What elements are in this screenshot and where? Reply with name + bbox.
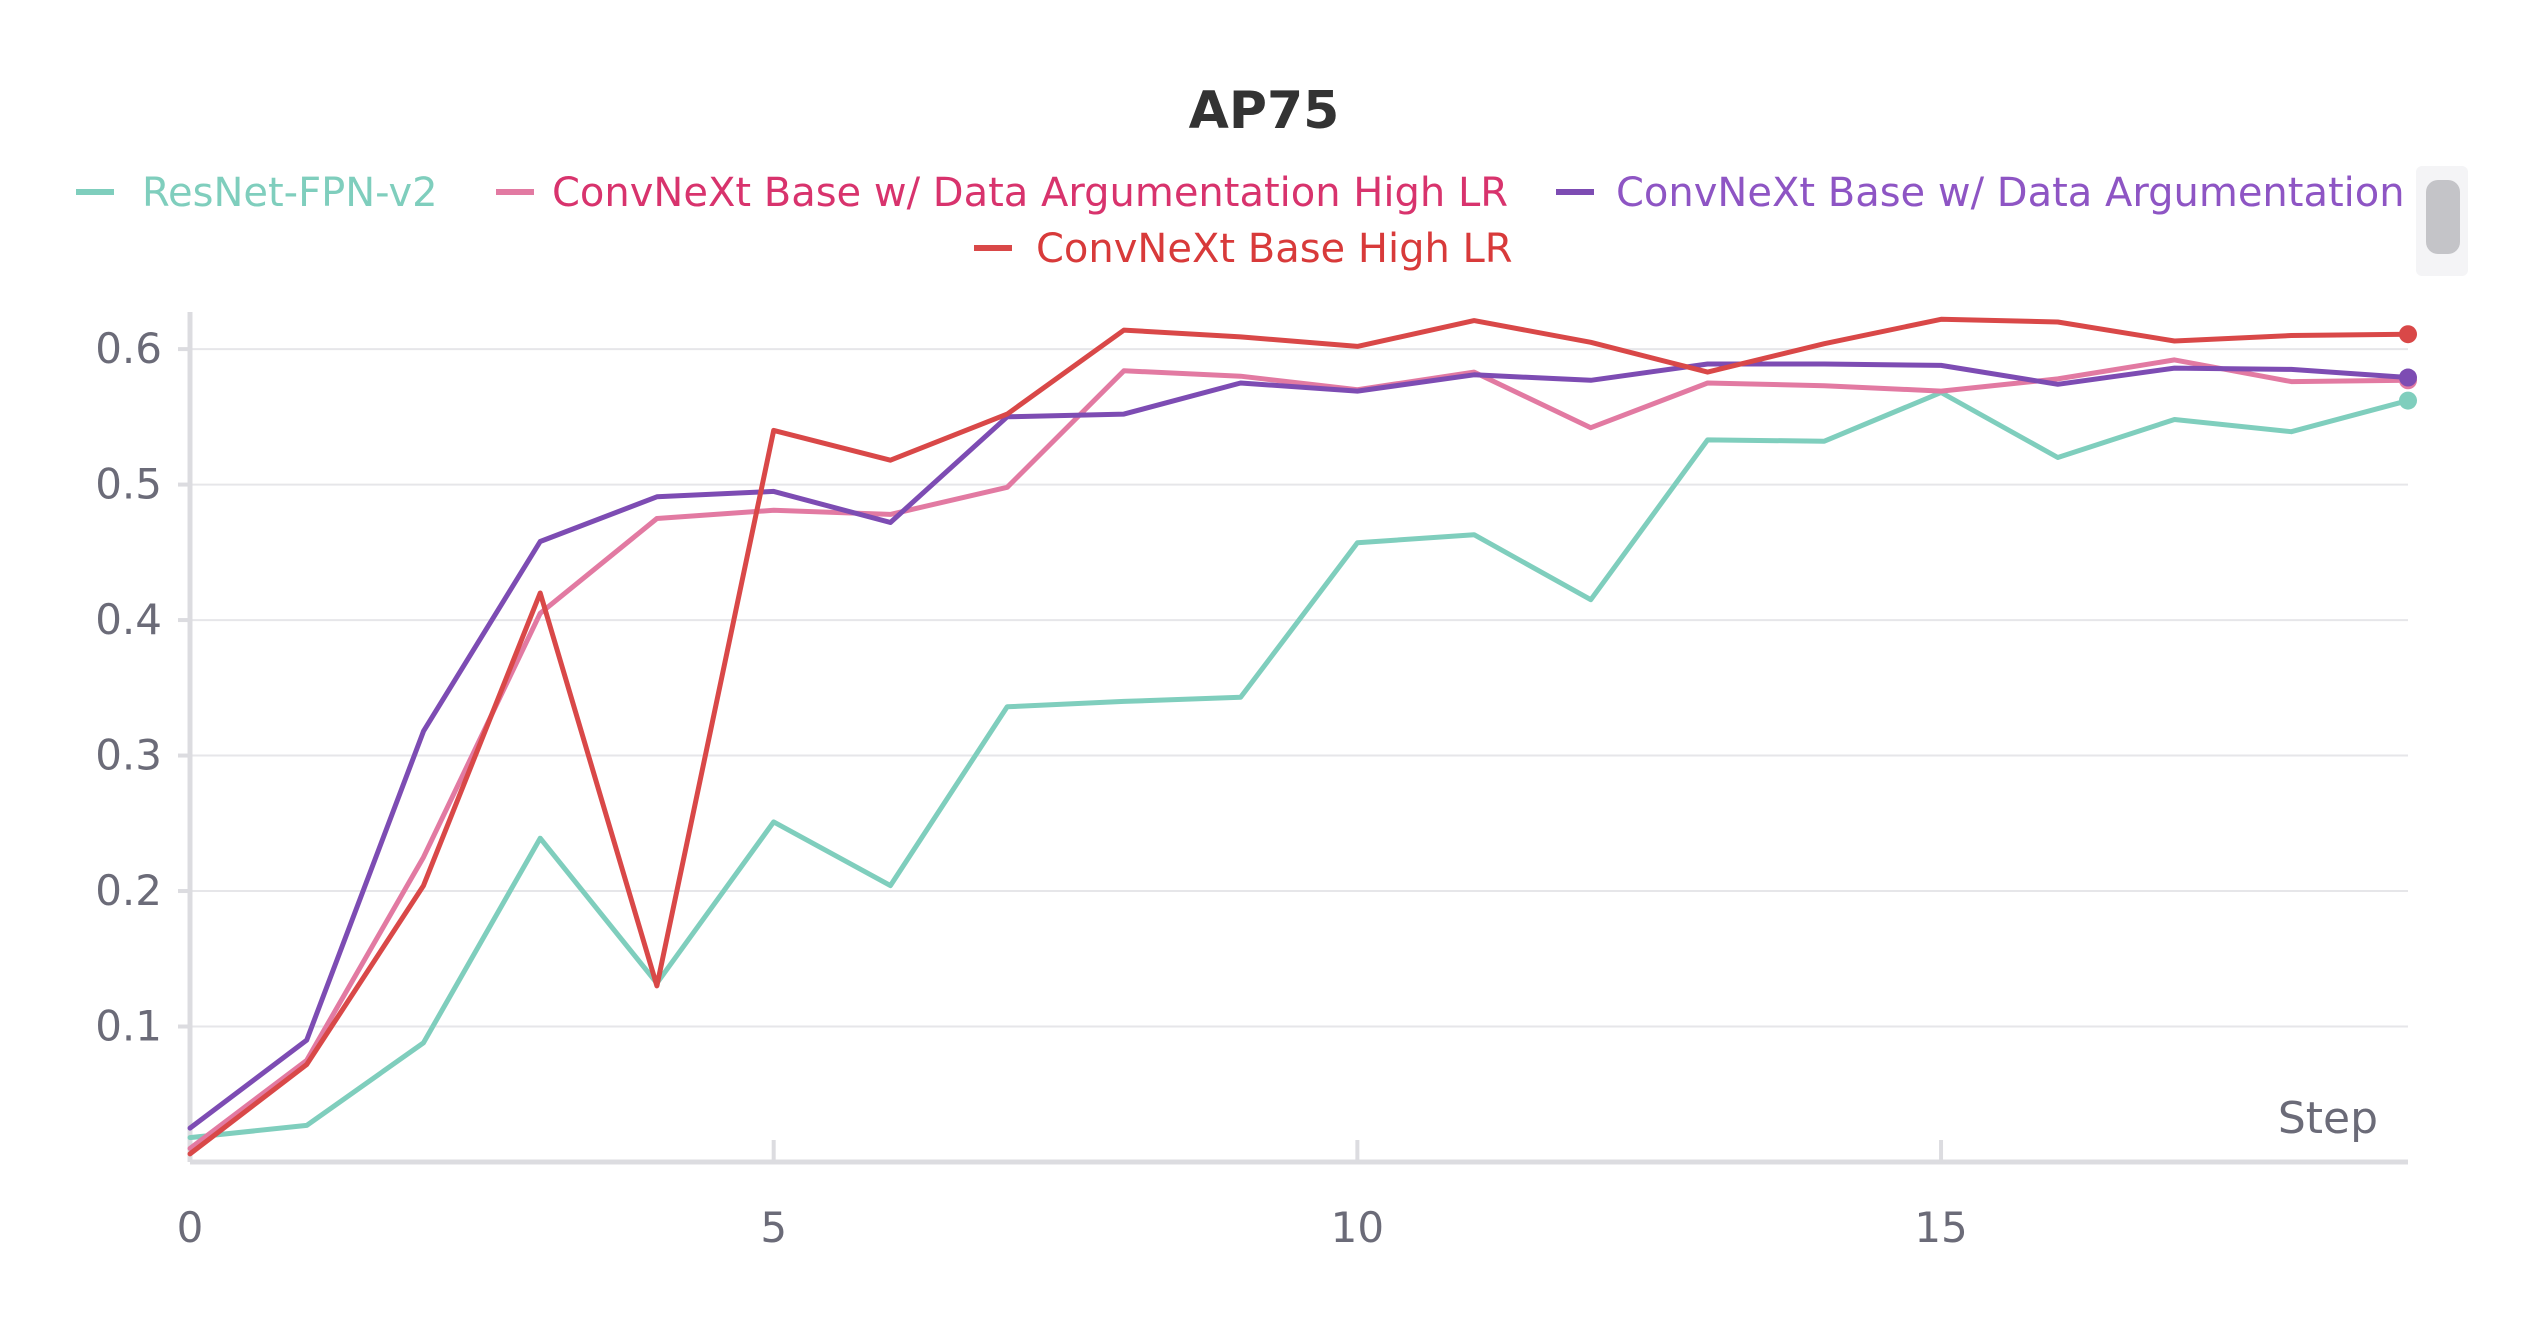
series-end-point-2[interactable] [2399, 368, 2417, 387]
y-tick-label: 0.4 [95, 595, 162, 644]
x-tick-label: 0 [177, 1203, 204, 1252]
legend-item-convnext-base-high-lr[interactable]: ConvNeXt Base High LR [974, 226, 1513, 272]
y-tick-label: 0.5 [95, 460, 162, 509]
y-tick-label: 0.6 [95, 324, 162, 373]
x-tick-label: 10 [1331, 1203, 1384, 1252]
x-axis-label: Step [2278, 1093, 2378, 1144]
legend-item-resnet-fpn-v2[interactable]: ResNet-FPN-v2 [76, 170, 438, 216]
plot-area [187, 316, 2417, 1157]
series-line-1[interactable] [187, 357, 2411, 1151]
series-line-3[interactable] [187, 316, 2411, 1157]
legend-label: ConvNeXt Base w/ Data Argumentation [1616, 170, 2405, 216]
legend-item-convnext-base-data-aug[interactable]: ConvNeXt Base w/ Data Argumentation [1556, 170, 2405, 216]
legend-label: ConvNeXt Base w/ Data Argumentation High… [552, 170, 1508, 216]
y-tick-label: 0.1 [95, 1002, 162, 1051]
series-end-point-3[interactable] [2399, 325, 2417, 344]
x-tick-label: 5 [760, 1203, 787, 1252]
tick-labels: 0.1 0.2 0.3 0.4 0.5 0.6 0 5 10 15 [95, 324, 1968, 1252]
axes [178, 312, 2408, 1165]
legend-item-convnext-base-data-aug-high-lr[interactable]: ConvNeXt Base w/ Data Argumentation High… [496, 170, 1508, 216]
series-line-0[interactable] [187, 390, 2411, 1141]
legend-scrollbar-thumb[interactable] [2426, 180, 2460, 254]
x-tick-label: 15 [1914, 1203, 1967, 1252]
series-line-2[interactable] [187, 361, 2411, 1131]
chart-title: AP75 [1189, 81, 1340, 141]
legend-label: ResNet-FPN-v2 [142, 170, 438, 216]
legend-scrollbar[interactable] [2416, 166, 2468, 276]
series-end-point-0[interactable] [2399, 391, 2417, 410]
y-tick-label: 0.3 [95, 731, 162, 780]
legend: ResNet-FPN-v2 ConvNeXt Base w/ Data Argu… [76, 166, 2468, 276]
y-tick-label: 0.2 [95, 866, 162, 915]
legend-label: ConvNeXt Base High LR [1036, 226, 1513, 272]
